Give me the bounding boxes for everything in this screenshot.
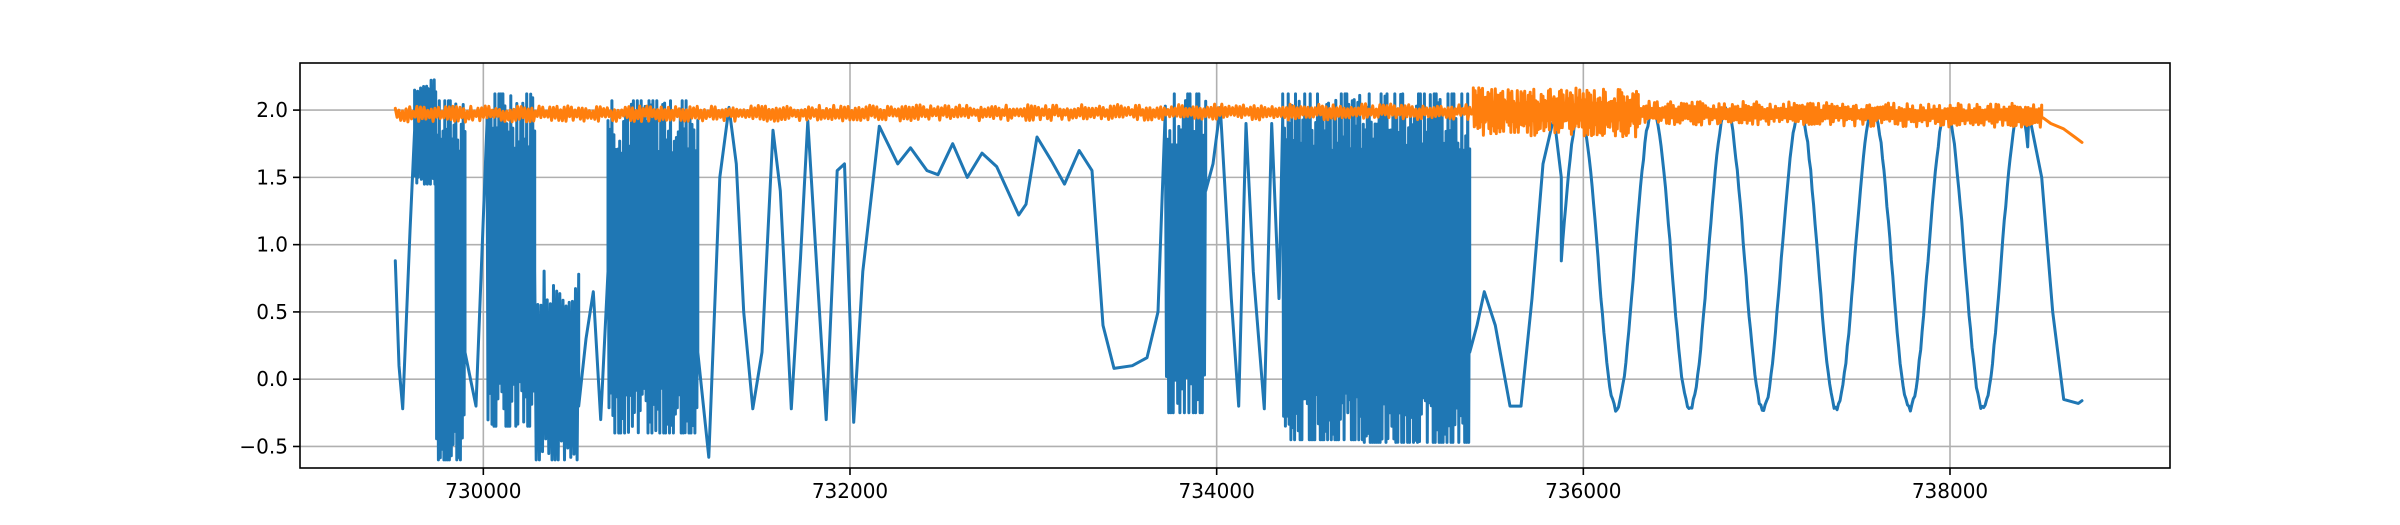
- series-line-2: [393, 86, 2084, 144]
- x-axis: 730000 732000 734000 736000 738000: [445, 468, 1988, 503]
- y-tick-label: 2.0: [256, 98, 288, 122]
- y-tick-label: 0.5: [256, 300, 288, 324]
- y-tick-label: 1.5: [256, 165, 288, 189]
- x-tick-label: 734000: [1178, 479, 1254, 503]
- series-layer: [393, 78, 2084, 462]
- x-tick-label: 732000: [812, 479, 888, 503]
- y-tick-label: −0.5: [239, 434, 288, 458]
- y-axis: −0.5 0.0 0.5 1.0 1.5 2.0: [239, 98, 300, 458]
- y-tick-label: 1.0: [256, 233, 288, 257]
- y-tick-label: 0.0: [256, 367, 288, 391]
- axes-frame: [299, 62, 2171, 469]
- x-tick-label: 736000: [1545, 479, 1621, 503]
- x-tick-label: 730000: [445, 479, 521, 503]
- series-line-1: [393, 78, 2084, 462]
- x-tick-label: 738000: [1912, 479, 1988, 503]
